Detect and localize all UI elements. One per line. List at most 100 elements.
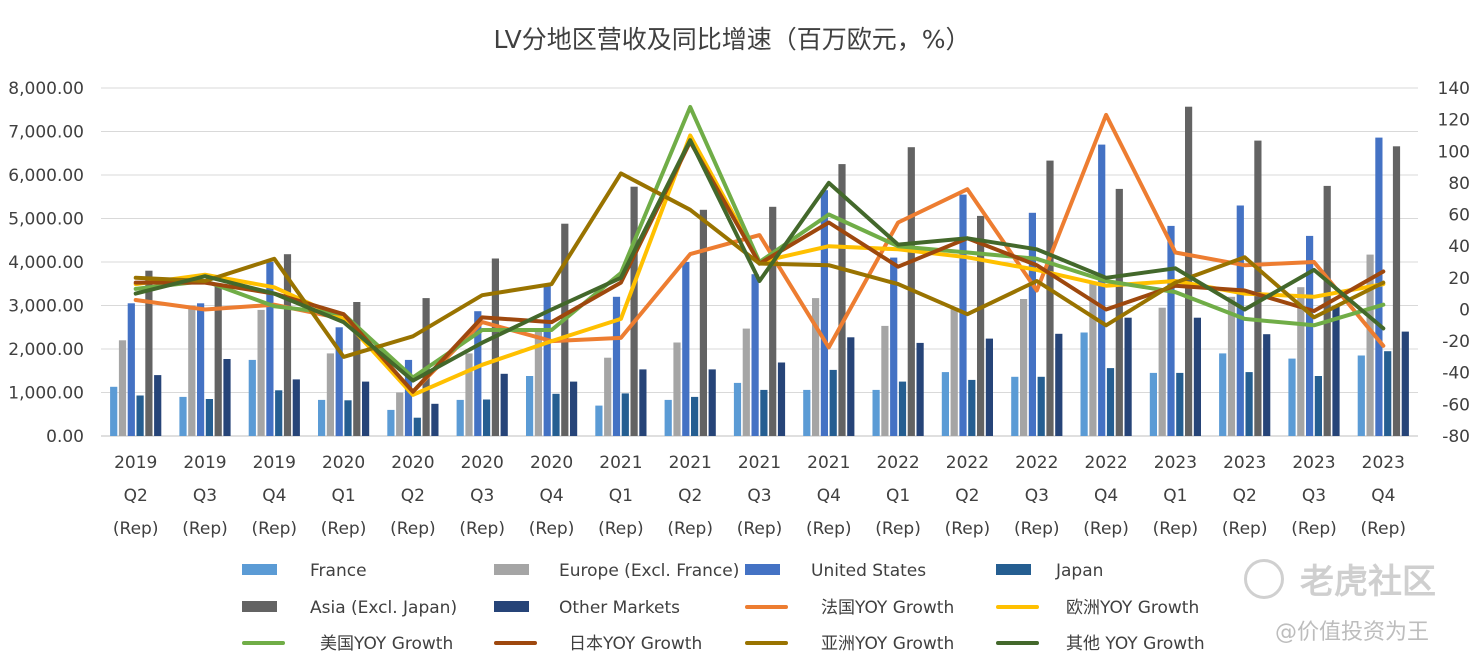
legend-swatch [745, 564, 780, 575]
bar [691, 396, 699, 436]
bar [1401, 331, 1409, 436]
bar [136, 395, 144, 436]
x-axis-tick-label: (Rep) [1361, 519, 1407, 539]
x-axis-tick-label: (Rep) [1291, 519, 1337, 539]
bar [1149, 372, 1157, 436]
bar [699, 209, 707, 436]
x-axis-tick-label: (Rep) [459, 519, 505, 539]
x-axis-tick-label: 2022 [946, 453, 989, 473]
right-axis-tick-label: 40 [1448, 237, 1470, 257]
bar [881, 325, 889, 436]
bar [500, 373, 508, 436]
bar [205, 399, 213, 436]
bar [1158, 307, 1166, 436]
legend: France Europe (Excl. France) United States… [242, 561, 1205, 654]
bar [1332, 305, 1340, 436]
bar [733, 382, 742, 436]
bar [404, 359, 413, 436]
legend-swatch [242, 564, 277, 575]
x-axis-tick-label: (Rep) [667, 519, 713, 539]
bar [1037, 376, 1045, 436]
bar [708, 369, 716, 436]
left-axis-ticks: 0.00 1,000.00 2,000.00 3,000.00 4,000.00 5,00… [8, 79, 84, 447]
bar [552, 393, 560, 436]
legend-label: 法国YOY Growth [821, 598, 954, 618]
x-axis-tick-label: Q4 [1094, 486, 1118, 506]
chart-title: LV分地区营收及同比增速（百万欧元，%） [493, 25, 970, 54]
bar [1263, 334, 1271, 436]
legend-swatch [494, 564, 529, 575]
bar [413, 417, 421, 436]
bar [595, 405, 603, 436]
x-axis-tick-label: 2023 [1223, 453, 1266, 473]
x-axis-tick-label: Q1 [609, 486, 633, 506]
right-axis-tick-label: 80 [1448, 174, 1470, 194]
bar [1020, 299, 1028, 436]
x-axis-tick-label: (Rep) [1153, 519, 1199, 539]
bar [431, 403, 439, 436]
bar [1185, 106, 1193, 436]
x-axis-tick-label: 2021 [599, 453, 642, 473]
x-axis-tick-label: Q2 [124, 486, 148, 506]
legend-label: Japan [1055, 561, 1103, 581]
bar [1046, 160, 1054, 436]
x-axis-tick-label: 2020 [391, 453, 434, 473]
bar [1193, 317, 1201, 436]
x-axis-tick-label: 2023 [1292, 453, 1335, 473]
x-axis-tick-label: 2023 [1362, 453, 1405, 473]
x-axis-tick-label: 2020 [461, 453, 504, 473]
right-axis-tick-label: -40 [1442, 364, 1470, 384]
bar [1028, 212, 1036, 436]
bar [223, 359, 231, 436]
bar [639, 369, 647, 436]
bar-series-group [110, 106, 1409, 437]
bar [977, 215, 985, 436]
bar [1098, 144, 1106, 436]
bar [456, 399, 464, 436]
legend-swatch [996, 564, 1031, 575]
x-axis-tick-label: (Rep) [1222, 519, 1268, 539]
bar [387, 409, 395, 436]
x-axis-tick-label: (Rep) [529, 519, 575, 539]
legend-label: 其他 YOY Growth [1066, 634, 1205, 654]
x-axis-tick-label: Q2 [401, 486, 425, 506]
x-axis-tick-label: (Rep) [252, 519, 298, 539]
bar [950, 307, 958, 436]
bar [188, 305, 196, 436]
bar [1227, 296, 1236, 436]
x-axis-tick-label: (Rep) [806, 519, 852, 539]
x-axis-tick-label: (Rep) [390, 519, 436, 539]
bar [1314, 376, 1322, 436]
x-axis-tick-label: 2019 [114, 453, 157, 473]
x-axis-tick-label: 2020 [322, 453, 365, 473]
bar [1106, 368, 1115, 436]
bar [110, 386, 118, 436]
bar [344, 400, 352, 436]
bar [682, 262, 690, 436]
bar [214, 283, 222, 437]
bar [292, 379, 300, 436]
bar [630, 186, 638, 436]
legend-label: 美国YOY Growth [320, 634, 453, 654]
legend-label: Asia (Excl. Japan) [310, 598, 457, 618]
x-axis-tick-label: Q3 [747, 486, 771, 506]
bar [760, 389, 768, 436]
bar [941, 372, 949, 436]
bar [1055, 333, 1063, 436]
bar [985, 338, 993, 436]
series-line [133, 171, 1386, 359]
x-axis-tick-label: (Rep) [113, 519, 159, 539]
bar [621, 393, 629, 436]
bar [838, 164, 846, 436]
bar [742, 328, 750, 436]
bar [318, 399, 326, 436]
bar [1245, 372, 1253, 436]
right-axis-tick-label: -80 [1442, 427, 1470, 447]
line-series-group [133, 105, 1386, 397]
x-axis-tick-label: Q3 [470, 486, 494, 506]
bar [812, 298, 820, 436]
bar [127, 303, 135, 436]
legend-swatch [494, 601, 529, 612]
legend-label: France [310, 561, 367, 581]
